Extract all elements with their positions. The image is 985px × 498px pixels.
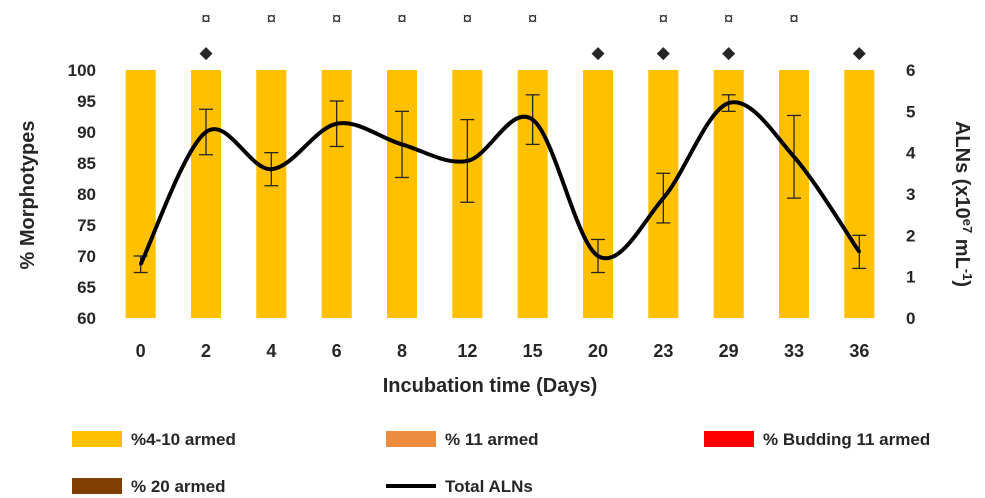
total-alns-line [138, 100, 861, 266]
y2-tick-label: 3 [906, 185, 915, 204]
x-tick-label: 4 [266, 341, 276, 361]
bar-4-10-armed-day-36 [844, 70, 875, 318]
y2-axis-title-unit: mL [951, 233, 973, 269]
legend-swatch-20-armed [72, 478, 122, 494]
line-point-day-12 [465, 159, 469, 163]
y-tick-label: 100 [68, 61, 96, 80]
x-tick-label: 0 [136, 341, 146, 361]
legend: %4-10 armed % 11 armed % Budding 11 arme… [72, 430, 930, 496]
legend-label-budding-11-armed: % Budding 11 armed [763, 430, 930, 449]
line-point-day-8 [400, 142, 404, 146]
y-tick-label: 65 [77, 278, 96, 297]
currency-marker-day-6: ¤ [332, 9, 341, 28]
x-tick-label: 15 [523, 341, 543, 361]
currency-marker-day-29: ¤ [724, 9, 733, 28]
y2-axis-title-base: ALNs (x10 [951, 121, 973, 219]
bars-layer [125, 70, 875, 318]
x-tick-label: 20 [588, 341, 608, 361]
y-tick-label: 75 [77, 216, 96, 235]
bar-4-10-armed-day-0 [125, 70, 156, 318]
currency-marker-day-12: ¤ [463, 9, 472, 28]
currency-marker-day-23: ¤ [659, 9, 668, 28]
currency-marker-day-33: ¤ [789, 9, 798, 28]
line-point-day-33 [792, 155, 796, 159]
y-tick-label: 60 [77, 309, 96, 328]
diamond-marker-day-2: ◆ [199, 43, 213, 62]
line-point-day-15 [531, 118, 535, 122]
line-point-day-36 [857, 250, 861, 254]
legend-label-11-armed: % 11 armed [445, 430, 539, 449]
y2-tick-label: 2 [906, 226, 915, 245]
legend-swatch-11-armed [386, 431, 436, 447]
x-tick-label: 2 [201, 341, 211, 361]
x-tick-label: 23 [653, 341, 673, 361]
y2-axis-title-close: ) [951, 280, 973, 287]
y2-axis-title-unit-exp: -1 [961, 269, 976, 281]
y2-tick-label: 4 [906, 144, 916, 163]
diamond-marker-day-23: ◆ [657, 43, 671, 62]
x-axis-title: Incubation time (Days) [383, 375, 597, 397]
line-point-day-6 [335, 122, 339, 126]
x-tick-label: 29 [719, 341, 739, 361]
line-point-day-4 [269, 167, 273, 171]
y-tick-label: 90 [77, 123, 96, 142]
currency-marker-day-4: ¤ [267, 9, 276, 28]
x-tick-label: 8 [397, 341, 407, 361]
x-tick-label: 12 [457, 341, 477, 361]
legend-swatch-budding-11-armed [704, 431, 754, 447]
y-tick-label: 70 [77, 247, 96, 266]
legend-label-total-alns: Total ALNs [445, 477, 533, 496]
line-layer [133, 94, 867, 274]
line-point-day-20 [596, 254, 600, 258]
bar-4-10-armed-day-20 [583, 70, 613, 318]
currency-marker-day-15: ¤ [528, 9, 537, 28]
line-point-day-2 [204, 130, 208, 134]
y2-axis-title-exp: 7 [961, 226, 976, 233]
y2-axis-title: ALNs (x10e7 mL-1) [951, 121, 976, 287]
y2-tick-label: 0 [906, 309, 915, 328]
x-tick-label: 6 [332, 341, 342, 361]
currency-marker-day-8: ¤ [397, 9, 406, 28]
y-tick-label: 80 [77, 185, 96, 204]
bar-4-10-armed-day-4 [256, 70, 287, 318]
y-tick-label: 85 [77, 154, 96, 173]
y2-tick-label: 1 [906, 268, 915, 287]
diamond-marker-day-29: ◆ [722, 43, 736, 62]
currency-marker-day-2: ¤ [201, 9, 210, 28]
legend-label-4-10-armed: %4-10 armed [131, 430, 236, 449]
bar-4-10-armed-day-2 [191, 70, 221, 318]
bar-4-10-armed-day-8 [387, 70, 417, 318]
y2-tick-label: 5 [906, 102, 915, 121]
line-point-day-23 [661, 196, 665, 200]
markers-layer: ¤ ¤ ¤ ¤ ¤ ¤ ¤ ¤ ¤ ◆ ◆ ◆ ◆ ◆ [199, 9, 866, 62]
line-point-day-29 [727, 101, 731, 105]
y-tick-label: 95 [77, 92, 96, 111]
y-axis-title: % Morphotypes [17, 121, 39, 270]
legend-label-20-armed: % 20 armed [131, 477, 226, 496]
y2-axis-title-e: e [961, 219, 976, 226]
diamond-marker-day-20: ◆ [591, 43, 605, 62]
x-tick-label: 33 [784, 341, 804, 361]
x-tick-label: 36 [849, 341, 869, 361]
line-point-day-0 [139, 262, 143, 266]
diamond-marker-day-36: ◆ [853, 43, 867, 62]
legend-swatch-4-10-armed [72, 431, 122, 447]
y2-tick-label: 6 [906, 61, 915, 80]
